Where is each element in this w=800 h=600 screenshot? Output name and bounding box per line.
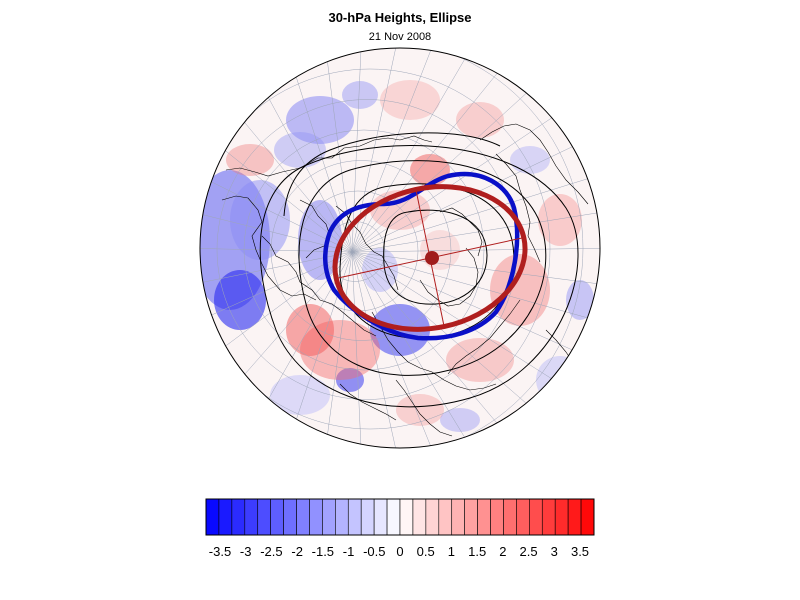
- colorbar-cell: [451, 498, 465, 536]
- coastlines: [221, 123, 589, 437]
- anomaly-patch: [538, 194, 582, 246]
- parallel-line: [270, 160, 452, 341]
- colorbar-cell: [347, 498, 362, 536]
- ellipse-center-dot: [425, 251, 439, 265]
- anomaly-patch: [456, 102, 504, 138]
- meridian-line: [351, 79, 542, 253]
- colorbar-frame: [205, 498, 595, 536]
- colorbar-cell: [309, 498, 323, 536]
- colorbar-cell: [373, 498, 388, 536]
- colorbar-cell: [464, 498, 478, 536]
- colorbar-cell: [438, 498, 453, 536]
- meridian-line: [351, 209, 600, 253]
- colorbar-tick-label: 0.5: [416, 544, 435, 559]
- colorbar-cell: [425, 498, 440, 536]
- colorbar-cell: [218, 498, 233, 536]
- anomaly-patch: [380, 80, 440, 120]
- anomaly-patch: [440, 408, 480, 432]
- meridian-line: [351, 251, 600, 287]
- colorbar-tick-label: 3: [550, 544, 558, 559]
- colorbar-tick-label: -3: [239, 544, 252, 559]
- meridian-line: [351, 48, 439, 253]
- colorbar-tick-label: 3.5: [570, 544, 590, 559]
- map-title: 30-hPa Heights, Ellipse: [328, 10, 472, 25]
- meridian-line: [200, 209, 353, 253]
- anomaly-patch: [510, 146, 550, 174]
- map-boundary: [199, 47, 601, 449]
- parallel-line: [243, 129, 485, 371]
- colorbar-cell: [554, 498, 569, 536]
- anomaly-patch: [342, 81, 378, 109]
- meridian-line: [351, 251, 511, 439]
- colorbar-tick-label: 2: [499, 544, 507, 559]
- colorbar-cells: [205, 498, 595, 536]
- colorbar-cell: [244, 498, 259, 536]
- anomaly-patch: [336, 368, 364, 392]
- anomaly-patch: [446, 338, 514, 382]
- anomaly-patch: [270, 375, 330, 415]
- colorbar-cell: [477, 498, 491, 536]
- anomaly-patch: [286, 96, 354, 144]
- anomaly-patch: [230, 180, 290, 260]
- map-date: 21 Nov 2008: [368, 31, 432, 43]
- anomaly-patch: [298, 200, 342, 280]
- meridian-line: [351, 251, 600, 324]
- meridian-line: [289, 251, 353, 439]
- colorbar-cell: [205, 498, 220, 536]
- colorbar-cell: [283, 498, 297, 536]
- colorbar-tick-label: 1: [447, 544, 456, 559]
- colorbar-cell: [490, 498, 504, 536]
- colorbar-cell: [516, 498, 530, 536]
- colorbar-tick-label: 2.5: [519, 544, 538, 559]
- polar-stereographic-map: [199, 47, 601, 449]
- meridian-line: [351, 251, 591, 359]
- colorbar-cell: [529, 498, 543, 536]
- colorbar-tick-label: -0.5: [363, 544, 386, 559]
- meridian-line: [231, 251, 353, 390]
- colorbar-cell: [580, 498, 595, 536]
- meridian-line: [351, 251, 476, 448]
- colorbar-cell: [296, 498, 310, 536]
- colorbar-tick-label: 0: [396, 544, 404, 559]
- colorbar-tick-label: 1.5: [468, 544, 487, 559]
- parallel-line: [200, 48, 584, 448]
- colorbar-tick-label: -1: [342, 544, 355, 559]
- anomaly-patch: [214, 270, 266, 330]
- meridian-line: [351, 48, 476, 253]
- colorbar-cell: [386, 498, 401, 536]
- fitted-ellipse: [332, 184, 528, 332]
- colorbar-cell: [257, 498, 271, 536]
- colorbar-tick-label: -3.5: [208, 544, 232, 559]
- meridian-line: [351, 251, 439, 448]
- parallel-line: [200, 68, 551, 430]
- colorbar-cell: [399, 498, 414, 536]
- colorbar-tick-label: -2: [291, 544, 303, 559]
- meridian-line: [351, 251, 401, 448]
- meridian-line: [351, 251, 363, 448]
- colorbar-cell: [567, 498, 582, 536]
- meridian-line: [351, 57, 511, 253]
- meridian-line: [351, 251, 542, 417]
- colorbar-cell: [335, 498, 349, 536]
- meridian-line: [351, 247, 600, 253]
- colorbar-cell: [412, 498, 427, 536]
- colorbar-cell: [322, 498, 336, 536]
- colorbar-tick-label: -2.5: [260, 544, 283, 559]
- colorbar-cell: [503, 498, 517, 536]
- meridian-line: [351, 172, 600, 253]
- colorbar-tick-label: -1.5: [311, 544, 335, 559]
- colorbar-cell: [360, 498, 375, 536]
- colorbar-cell: [231, 498, 246, 536]
- colorbar-cell: [270, 498, 284, 536]
- colorbar-cell: [541, 498, 556, 536]
